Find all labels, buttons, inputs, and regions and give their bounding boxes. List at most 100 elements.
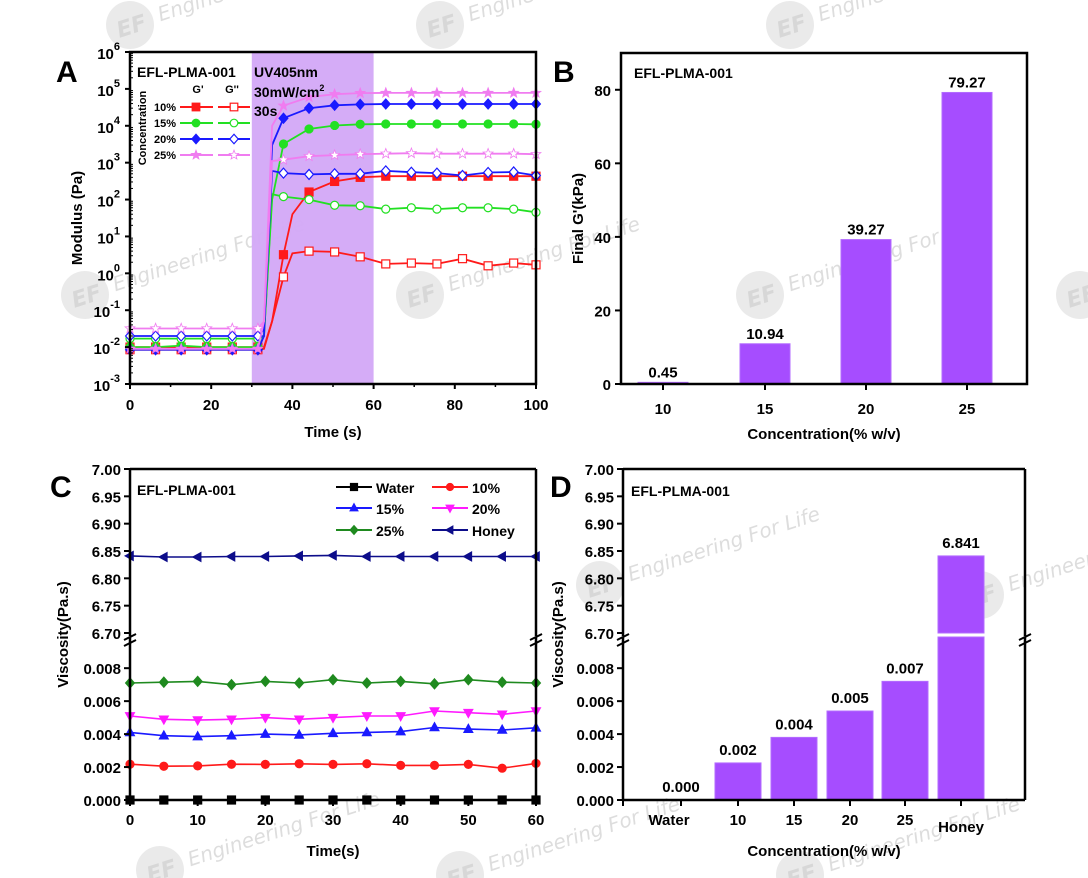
watermark-logo-icon: [766, 1, 814, 49]
data-point: [362, 759, 372, 769]
data-point: [457, 119, 468, 129]
bar-10: [714, 762, 762, 801]
data-point: [395, 725, 407, 736]
legend-marker: [349, 524, 359, 536]
data-point: [430, 86, 444, 99]
legend-label: 15%: [154, 118, 176, 130]
panel-label: D: [550, 471, 572, 504]
data-point: [355, 119, 365, 129]
panel-label: A: [56, 56, 78, 89]
bar-data-label: 0.45: [648, 364, 677, 381]
legend-label: Honey: [472, 523, 515, 539]
data-point: [482, 166, 494, 179]
y-tick-base: 10: [97, 46, 114, 63]
data-point: [355, 167, 366, 180]
data-point: [507, 147, 520, 159]
data-point: [381, 204, 391, 214]
y-tick-label: 6.80: [585, 571, 614, 588]
bar-data-label: 39.27: [847, 222, 885, 239]
axis-break-mark: [123, 639, 137, 647]
data-point: [192, 675, 203, 688]
data-point: [150, 330, 161, 342]
data-point: [355, 201, 365, 211]
legend-marker: [191, 133, 201, 145]
y-tick-label: 60: [594, 156, 611, 173]
chart-title: EFL-PLMA-001: [631, 483, 730, 499]
y-tick-label: 103: [97, 152, 120, 174]
series-20pct: [124, 707, 542, 727]
data-point: [278, 139, 289, 149]
panel-label: B: [553, 56, 575, 89]
data-point: [293, 728, 305, 739]
watermark-logo-icon: [436, 851, 484, 878]
legend-marker: [445, 504, 455, 514]
y-tick-base: 10: [97, 194, 114, 211]
y-tick-label: 0.002: [576, 760, 614, 777]
data-point: [381, 119, 391, 129]
data-point: [496, 723, 508, 734]
data-point: [482, 98, 494, 110]
x-tick-label: 40: [392, 812, 409, 829]
legend-marker: [190, 148, 202, 160]
data-point: [432, 119, 442, 129]
axis-break-mark: [1018, 639, 1032, 647]
x-tick-label: 15: [786, 812, 803, 829]
data-point: [278, 272, 289, 282]
data-point: [496, 676, 508, 689]
series-25-g-: [124, 146, 542, 334]
data-point: [149, 342, 162, 354]
data-point: [361, 726, 373, 737]
data-point: [462, 708, 474, 719]
y-tick-label: 102: [97, 189, 120, 211]
y-tick-base: 10: [94, 304, 111, 321]
y-tick-label: 80: [594, 83, 611, 100]
data-point: [483, 203, 493, 213]
data-point: [330, 200, 340, 210]
data-point: [175, 330, 187, 342]
x-tick-label: 60: [365, 397, 382, 414]
bar-15: [739, 343, 791, 385]
data-point: [354, 147, 367, 160]
bar-25: [941, 91, 993, 385]
watermark-text: Engineering For Life: [465, 0, 663, 26]
bar-15: [770, 736, 818, 801]
watermark-text: Engineering For Life: [815, 0, 1013, 26]
y-tick-label: 105: [97, 78, 120, 100]
y-tick-label: 7.00: [92, 462, 121, 479]
data-point: [456, 86, 469, 99]
data-point: [381, 259, 391, 269]
y-tick-exponent: 4: [114, 115, 121, 127]
x-tick-label: 0: [126, 397, 134, 414]
y-tick-label: 0.008: [576, 661, 614, 678]
y-tick-label: 101: [97, 225, 120, 247]
watermark-text: Engineering For Life: [625, 501, 823, 586]
legend-label: Water: [376, 480, 415, 496]
y-tick-label: 7.00: [585, 462, 614, 479]
bar-honey-lower: [937, 636, 985, 801]
data-point: [406, 119, 416, 129]
data-point: [226, 678, 237, 691]
data-point: [200, 342, 213, 354]
y-tick-base: 10: [97, 230, 114, 247]
y-tick-base: 10: [97, 157, 114, 174]
x-tick-label: 60: [528, 812, 545, 829]
panel-b: 0.45 10 10.94 15 39.27 20 79.27 25 0 20 40 60 80 Conc…: [553, 51, 1029, 443]
data-point: [329, 167, 340, 180]
data-point: [497, 763, 507, 773]
data-point: [432, 259, 442, 269]
x-tick-label: 100: [523, 397, 548, 414]
legend-marker: [229, 118, 239, 128]
data-point: [361, 712, 373, 723]
data-point: [303, 168, 315, 181]
y-axis-label: Final G'(kPa): [570, 173, 587, 264]
data-point: [201, 330, 212, 342]
data-point: [456, 147, 469, 159]
y-tick-exponent: 3: [114, 152, 120, 164]
annotation-wavelength: UV405nm: [254, 64, 318, 80]
data-point: [430, 147, 443, 159]
y-tick-base: 10: [97, 267, 114, 284]
series-25pct: [124, 673, 542, 691]
